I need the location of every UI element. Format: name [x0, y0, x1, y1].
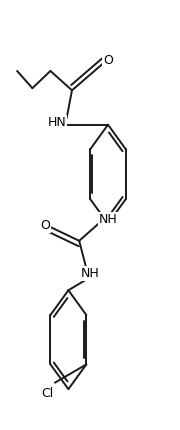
- Text: NH: NH: [81, 267, 99, 280]
- Text: O: O: [103, 54, 113, 67]
- Text: O: O: [40, 219, 50, 232]
- Text: HN: HN: [47, 116, 66, 129]
- Text: NH: NH: [99, 213, 117, 226]
- Text: Cl: Cl: [42, 387, 54, 400]
